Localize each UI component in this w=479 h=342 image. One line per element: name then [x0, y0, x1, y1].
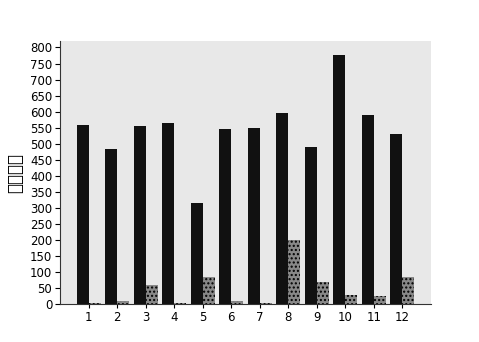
Bar — [374, 297, 386, 304]
Bar — [276, 113, 288, 304]
Bar — [146, 285, 158, 304]
Bar — [260, 303, 272, 304]
Bar — [203, 277, 215, 304]
Bar — [390, 134, 402, 304]
Bar — [231, 301, 243, 304]
Bar — [345, 295, 357, 304]
Bar — [191, 203, 203, 304]
Bar — [288, 240, 300, 304]
Bar — [362, 115, 374, 304]
Y-axis label: 荧光强度: 荧光强度 — [6, 153, 24, 193]
Bar — [248, 128, 260, 304]
Bar — [317, 282, 329, 304]
Bar — [105, 149, 117, 304]
Bar — [333, 55, 345, 304]
Bar — [174, 303, 186, 304]
Bar — [77, 124, 89, 304]
Bar — [402, 277, 414, 304]
Bar — [305, 147, 317, 304]
Bar — [162, 123, 174, 304]
Bar — [117, 301, 129, 304]
Bar — [89, 303, 101, 304]
Bar — [134, 126, 146, 304]
Bar — [219, 129, 231, 304]
